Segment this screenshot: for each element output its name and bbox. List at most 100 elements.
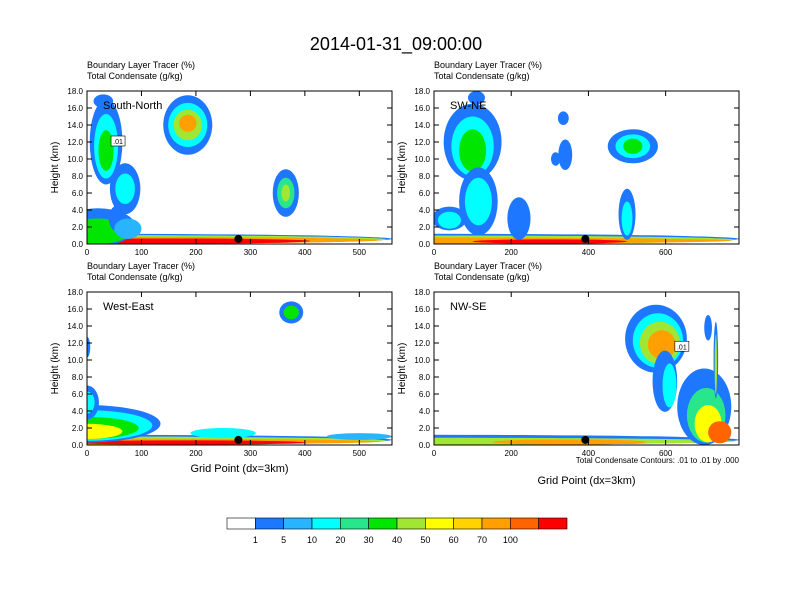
y-axis-label: Height (km)	[50, 142, 61, 194]
panel-label: West-East	[103, 301, 154, 313]
tracer-shading	[550, 152, 561, 166]
y-tick-label: 4.0	[419, 407, 431, 416]
y-tick-label: 14.0	[414, 121, 430, 130]
contour-label: .01	[113, 139, 123, 146]
y-tick-label: 10.0	[67, 356, 83, 365]
x-tick-label: 400	[298, 248, 312, 257]
legend-swatch	[453, 517, 483, 530]
y-tick-label: 8.0	[72, 172, 84, 181]
legend-swatch	[396, 517, 426, 530]
legend-swatch	[340, 517, 369, 530]
y-tick-label: 8.0	[419, 373, 431, 382]
tracer-shading	[714, 334, 717, 394]
x-tick-label: 100	[135, 248, 149, 257]
tracer-shading	[114, 218, 142, 239]
x-tick-label: 0	[432, 248, 437, 257]
field-label-condensate: Total Condensate (g/kg)	[434, 272, 530, 282]
tracer-shading	[179, 114, 197, 132]
y-tick-label: 10.0	[414, 155, 430, 164]
tracer-shading	[464, 177, 492, 226]
legend-label: 10	[307, 535, 317, 545]
y-tick-label: 18.0	[414, 87, 430, 96]
y-tick-label: 12.0	[67, 339, 83, 348]
y-tick-label: 6.0	[72, 390, 84, 399]
y-tick-label: 0.0	[419, 240, 431, 249]
legend-label: 40	[392, 535, 402, 545]
x-tick-label: 500	[353, 248, 367, 257]
panel-south-north: Boundary Layer Tracer (%)Total Condensat…	[50, 60, 393, 257]
y-tick-label: 0.0	[72, 441, 84, 450]
y-tick-label: 12.0	[414, 339, 430, 348]
tracer-shading	[87, 238, 311, 244]
y-tick-label: 14.0	[67, 121, 83, 130]
tracer-shading	[87, 423, 123, 440]
tracer-shading	[281, 184, 291, 202]
tracer-shading	[704, 314, 712, 341]
y-tick-label: 6.0	[419, 189, 431, 198]
legend-label: 100	[503, 535, 518, 545]
location-marker	[581, 234, 590, 243]
legend-label: 20	[335, 535, 345, 545]
legend-swatch	[368, 517, 398, 530]
y-tick-label: 4.0	[72, 407, 84, 416]
tracer-shading	[507, 197, 531, 240]
field-label-tracer: Boundary Layer Tracer (%)	[87, 60, 195, 70]
x-tick-label: 200	[189, 248, 203, 257]
tracer-shading	[647, 330, 676, 360]
plot-area	[87, 91, 392, 244]
tracer-shading	[190, 428, 256, 439]
panel-label: SW-NE	[450, 100, 486, 112]
y-tick-label: 8.0	[72, 373, 84, 382]
location-marker	[234, 234, 243, 243]
tracer-shading	[87, 391, 95, 414]
color-legend: 1 5 10 20 30 40 50 60 70 100	[226, 517, 568, 545]
y-tick-label: 18.0	[67, 87, 83, 96]
y-tick-label: 10.0	[414, 356, 430, 365]
tracer-shading	[662, 363, 677, 408]
legend-label: 1	[253, 535, 258, 545]
x-tick-label: 200	[505, 248, 519, 257]
tracer-shading	[98, 130, 114, 171]
legend-swatch	[226, 517, 256, 530]
y-tick-label: 14.0	[414, 322, 430, 331]
panel-label: South-North	[103, 100, 162, 112]
plot-frame	[86, 291, 393, 446]
x-tick-label: 600	[659, 248, 673, 257]
y-tick-label: 10.0	[67, 155, 83, 164]
panel-nw-se: Boundary Layer Tracer (%)Total Condensat…	[397, 261, 740, 487]
tracer-shading	[472, 239, 628, 244]
field-label-condensate: Total Condensate (g/kg)	[87, 71, 183, 81]
x-tick-label: 400	[582, 248, 596, 257]
x-tick-label: 0	[432, 449, 437, 458]
shaded-field: .01	[87, 94, 392, 244]
y-tick-label: 14.0	[67, 322, 83, 331]
tracer-shading	[437, 211, 462, 229]
panel-sw-ne: Boundary Layer Tracer (%)Total Condensat…	[397, 60, 740, 257]
x-tick-label: 400	[298, 449, 312, 458]
x-tick-label: 300	[244, 449, 258, 458]
tracer-shading	[87, 337, 91, 358]
y-tick-label: 12.0	[414, 138, 430, 147]
field-label-tracer: Boundary Layer Tracer (%)	[87, 261, 195, 271]
y-tick-label: 2.0	[72, 223, 84, 232]
y-tick-label: 2.0	[72, 424, 84, 433]
panel-west-east: Boundary Layer Tracer (%)Total Condensat…	[50, 261, 393, 475]
tracer-shading	[93, 94, 114, 108]
legend-swatch	[425, 517, 454, 530]
y-tick-label: 2.0	[419, 223, 431, 232]
x-tick-label: 300	[244, 248, 258, 257]
x-axis-label: Grid Point (dx=3km)	[537, 475, 635, 487]
legend-label: 30	[364, 535, 374, 545]
tracer-shading	[115, 173, 135, 205]
field-label-condensate: Total Condensate (g/kg)	[87, 272, 183, 282]
tracer-shading	[326, 433, 392, 440]
contour-note: Total Condensate Contours: .01 to .01 by…	[576, 456, 740, 465]
contour-label-box	[674, 340, 690, 352]
legend-swatch	[481, 517, 511, 530]
field-label-tracer: Boundary Layer Tracer (%)	[434, 261, 542, 271]
y-tick-label: 16.0	[414, 104, 430, 113]
legend-label: 70	[477, 535, 487, 545]
x-tick-label: 600	[659, 449, 673, 458]
panel-label: NW-SE	[450, 301, 486, 313]
